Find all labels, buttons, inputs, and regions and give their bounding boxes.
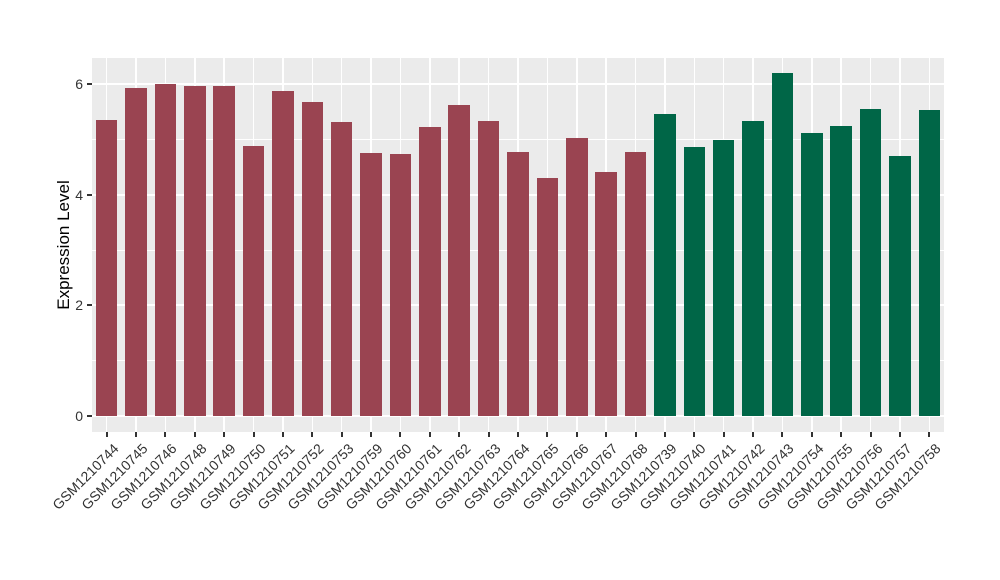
bar-GSM1210748 [184,86,206,416]
x-tick-mark [135,432,138,437]
x-tick-mark [752,432,755,437]
bar-GSM1210756 [859,108,882,416]
bar-GSM1210750 [242,145,265,416]
x-tick-mark [722,432,725,437]
x-tick-mark [193,432,196,437]
bar-GSM1210761 [419,127,441,416]
y-tick-label: 2 [75,297,83,314]
bar-GSM1210758 [918,109,941,416]
bar-GSM1210743 [771,73,794,416]
bar-GSM1210757 [889,155,911,416]
x-tick-mark [928,432,931,437]
x-tick-mark [311,432,314,437]
y-tick-label: 4 [75,186,83,203]
bar-GSM1210751 [272,91,294,416]
x-tick-mark [605,432,608,437]
bar-GSM1210749 [213,86,235,416]
x-tick-mark [693,432,696,437]
bar-GSM1210754 [801,133,823,416]
bar-GSM1210753 [330,122,353,416]
y-tick-mark [87,415,92,417]
bar-GSM1210746 [154,83,177,416]
bar-GSM1210755 [830,125,852,416]
x-tick-mark [840,432,843,437]
x-tick-mark [105,432,108,437]
x-tick-mark [399,432,402,437]
x-tick-mark [281,432,284,437]
bar-GSM1210762 [448,104,470,416]
x-tick-mark [898,432,901,437]
y-tick-label: 6 [75,76,83,93]
x-tick-mark [810,432,813,437]
x-tick-mark [428,432,431,437]
x-tick-mark [252,432,255,437]
x-tick-mark [575,432,578,437]
x-tick-mark [634,432,637,437]
x-tick-mark [458,432,461,437]
bar-GSM1210745 [125,87,147,416]
bar-GSM1210765 [536,178,559,416]
bar-GSM1210767 [595,172,617,416]
bar-GSM1210752 [301,101,324,416]
bar-GSM1210760 [389,154,412,416]
bar-GSM1210768 [624,151,647,416]
x-tick-mark [546,432,549,437]
x-tick-mark [487,432,490,437]
x-tick-mark [517,432,519,437]
bar-GSM1210739 [654,114,676,416]
bar-GSM1210764 [507,151,529,416]
y-tick-label: 0 [75,408,83,424]
x-tick-mark [223,432,226,437]
x-tick-mark [370,432,373,437]
y-tick-mark [87,193,92,196]
x-tick-mark [869,432,872,437]
x-tick-mark [340,432,343,437]
x-tick-mark [663,432,666,437]
bar-GSM1210741 [712,139,735,416]
y-tick-mark [87,304,92,307]
bar-GSM1210744 [95,119,118,416]
y-tick-mark [87,83,92,86]
bar-GSM1210740 [683,146,706,416]
plot-panel [92,58,944,432]
bar-GSM1210759 [360,152,382,416]
bar-GSM1210766 [566,137,588,416]
x-tick-mark [781,432,784,437]
x-tick-mark [164,432,167,437]
bar-GSM1210742 [742,120,764,416]
bar-GSM1210763 [477,121,500,416]
